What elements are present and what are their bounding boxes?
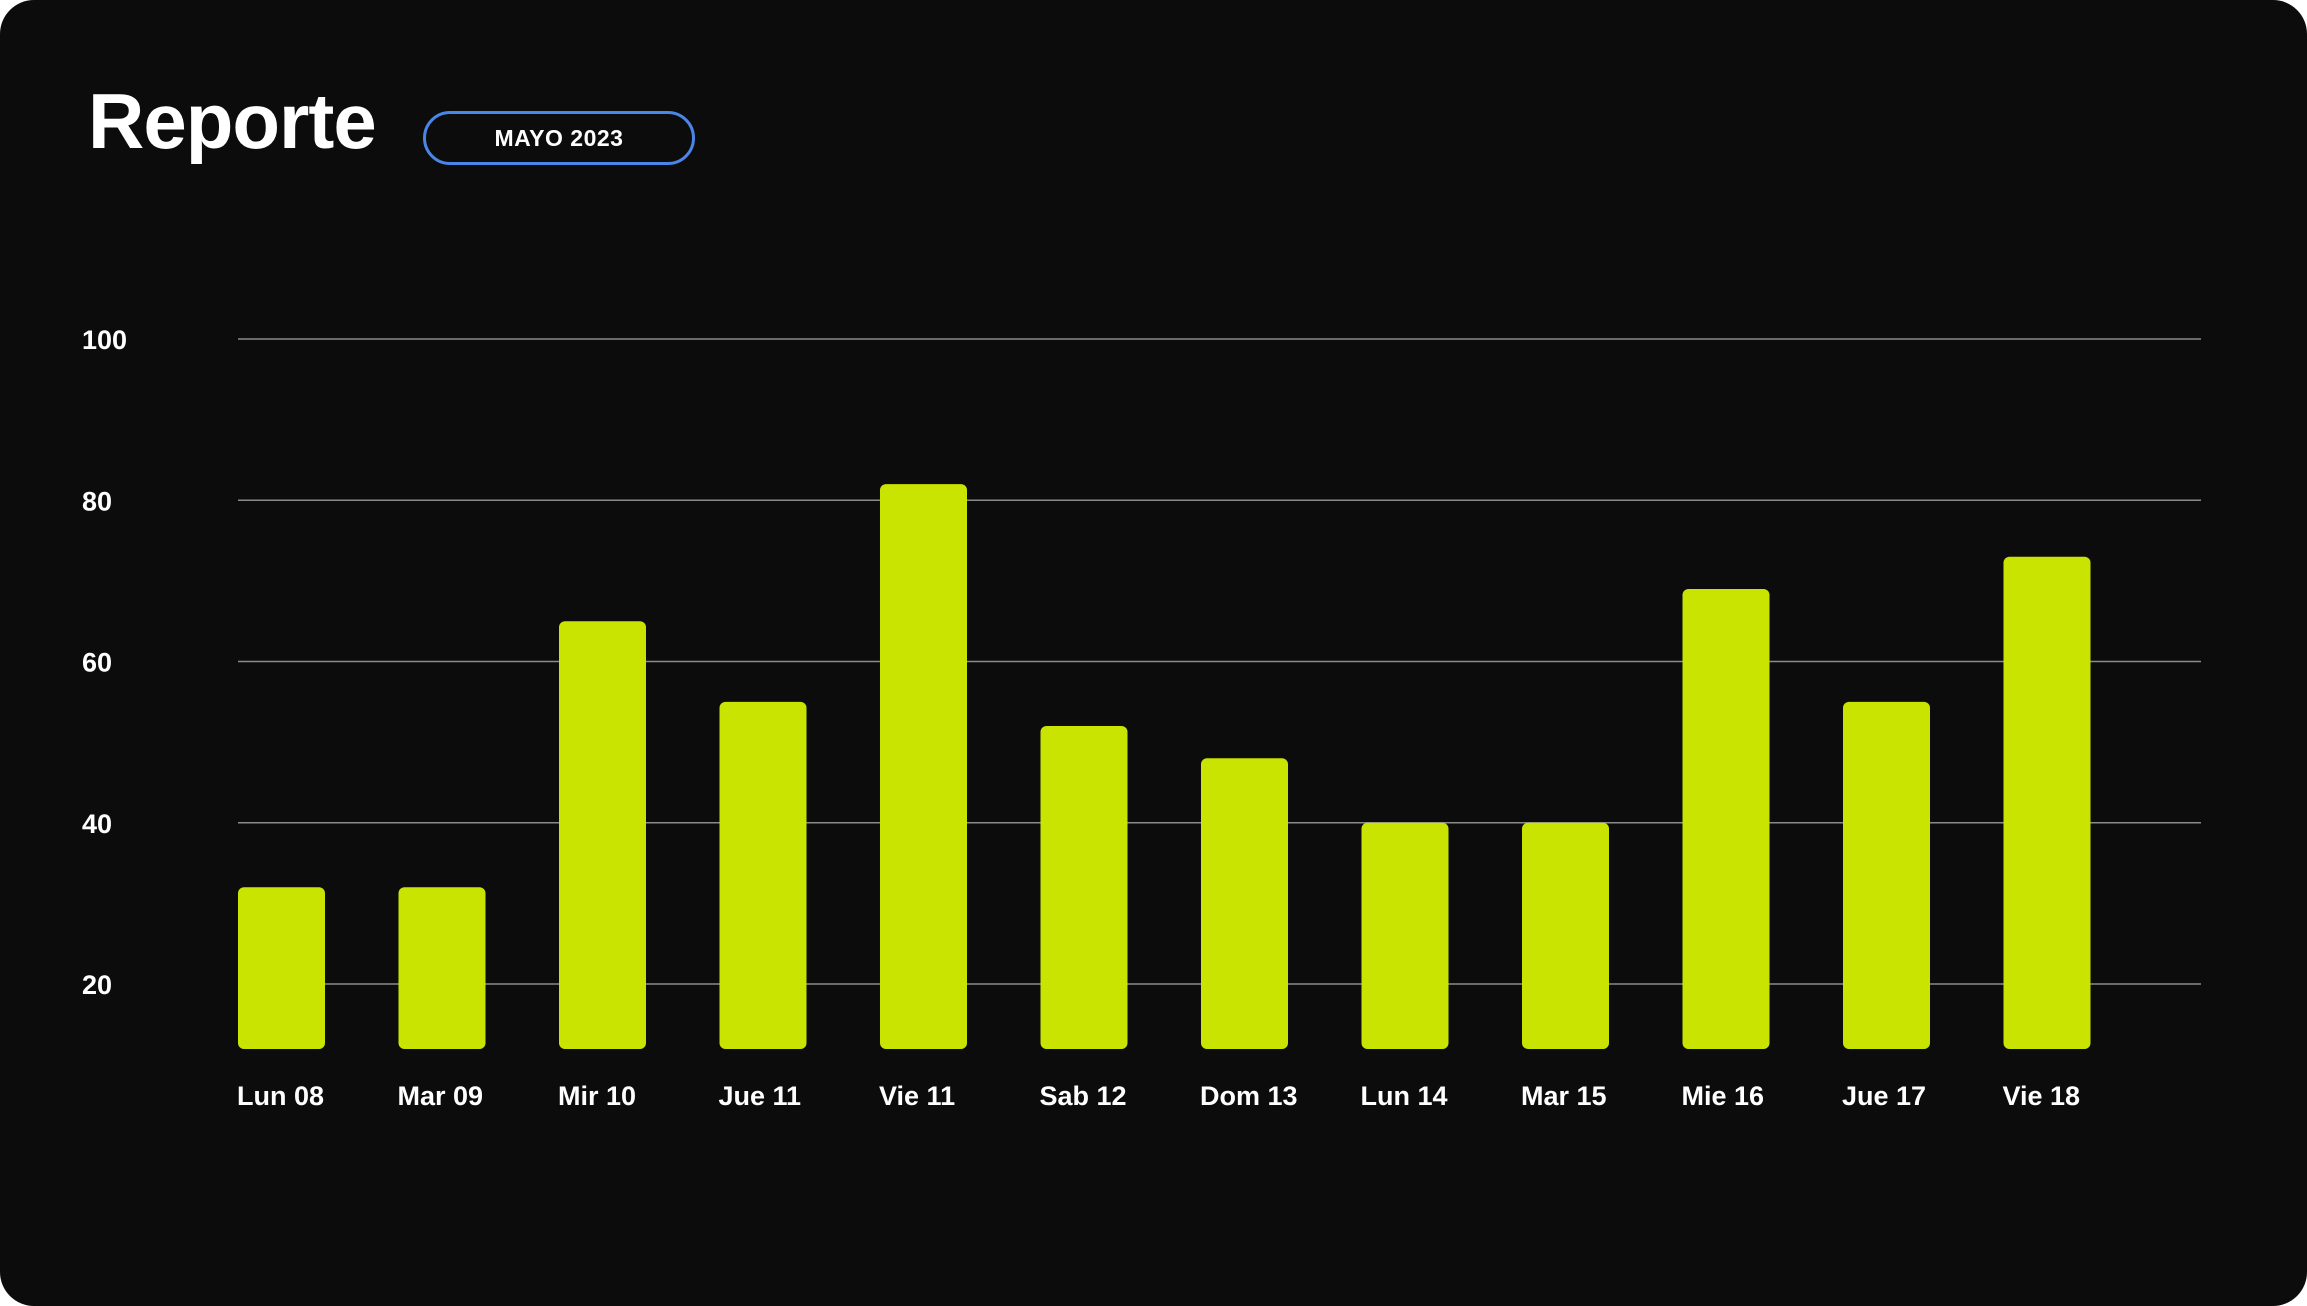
y-tick-label: 60 xyxy=(82,648,112,678)
x-tick-label: Lun 08 xyxy=(237,1081,324,1111)
x-tick-label: Mir 10 xyxy=(558,1081,636,1111)
bar[interactable] xyxy=(559,621,646,1049)
x-tick-label: Dom 13 xyxy=(1200,1081,1298,1111)
bar[interactable] xyxy=(1682,588,1770,1049)
y-tick-label: 20 xyxy=(82,970,112,1000)
period-badge-label: MAYO 2023 xyxy=(494,124,624,151)
bar[interactable] xyxy=(398,887,486,1049)
bar[interactable] xyxy=(1361,822,1449,1049)
x-tick-label: Vie 18 xyxy=(2003,1081,2081,1111)
y-tick-label: 40 xyxy=(82,809,112,839)
bar[interactable] xyxy=(1201,758,1288,1049)
x-tick-label: Jue 11 xyxy=(719,1081,802,1111)
bar[interactable] xyxy=(1040,726,1128,1049)
x-tick-label: Mar 15 xyxy=(1521,1081,1607,1111)
x-tick-label: Mie 16 xyxy=(1682,1081,1765,1111)
page-title: Reporte xyxy=(88,77,377,165)
bar[interactable] xyxy=(1843,701,1930,1049)
y-tick-label: 80 xyxy=(82,486,112,516)
x-tick-label: Mar 09 xyxy=(398,1081,484,1111)
bar[interactable] xyxy=(880,484,967,1049)
period-badge[interactable]: MAYO 2023 xyxy=(423,111,695,165)
y-axis-labels: 20 40 60 80 100 xyxy=(82,325,127,1000)
x-tick-label: Vie 11 xyxy=(879,1081,955,1111)
bar[interactable] xyxy=(2003,556,2091,1049)
x-tick-label: Jue 17 xyxy=(1842,1081,1926,1111)
bar[interactable] xyxy=(1522,822,1609,1049)
x-tick-label: Lun 14 xyxy=(1361,1081,1448,1111)
bar[interactable] xyxy=(238,887,325,1049)
x-axis-labels: Lun 08 Mar 09 Mir 10 Jue 11 Vie 11 Sab 12 Dom … xyxy=(237,1081,2080,1111)
bars xyxy=(238,484,2091,1049)
y-tick-label: 100 xyxy=(82,325,127,355)
x-tick-label: Sab 12 xyxy=(1040,1081,1127,1111)
bar[interactable] xyxy=(719,701,807,1049)
